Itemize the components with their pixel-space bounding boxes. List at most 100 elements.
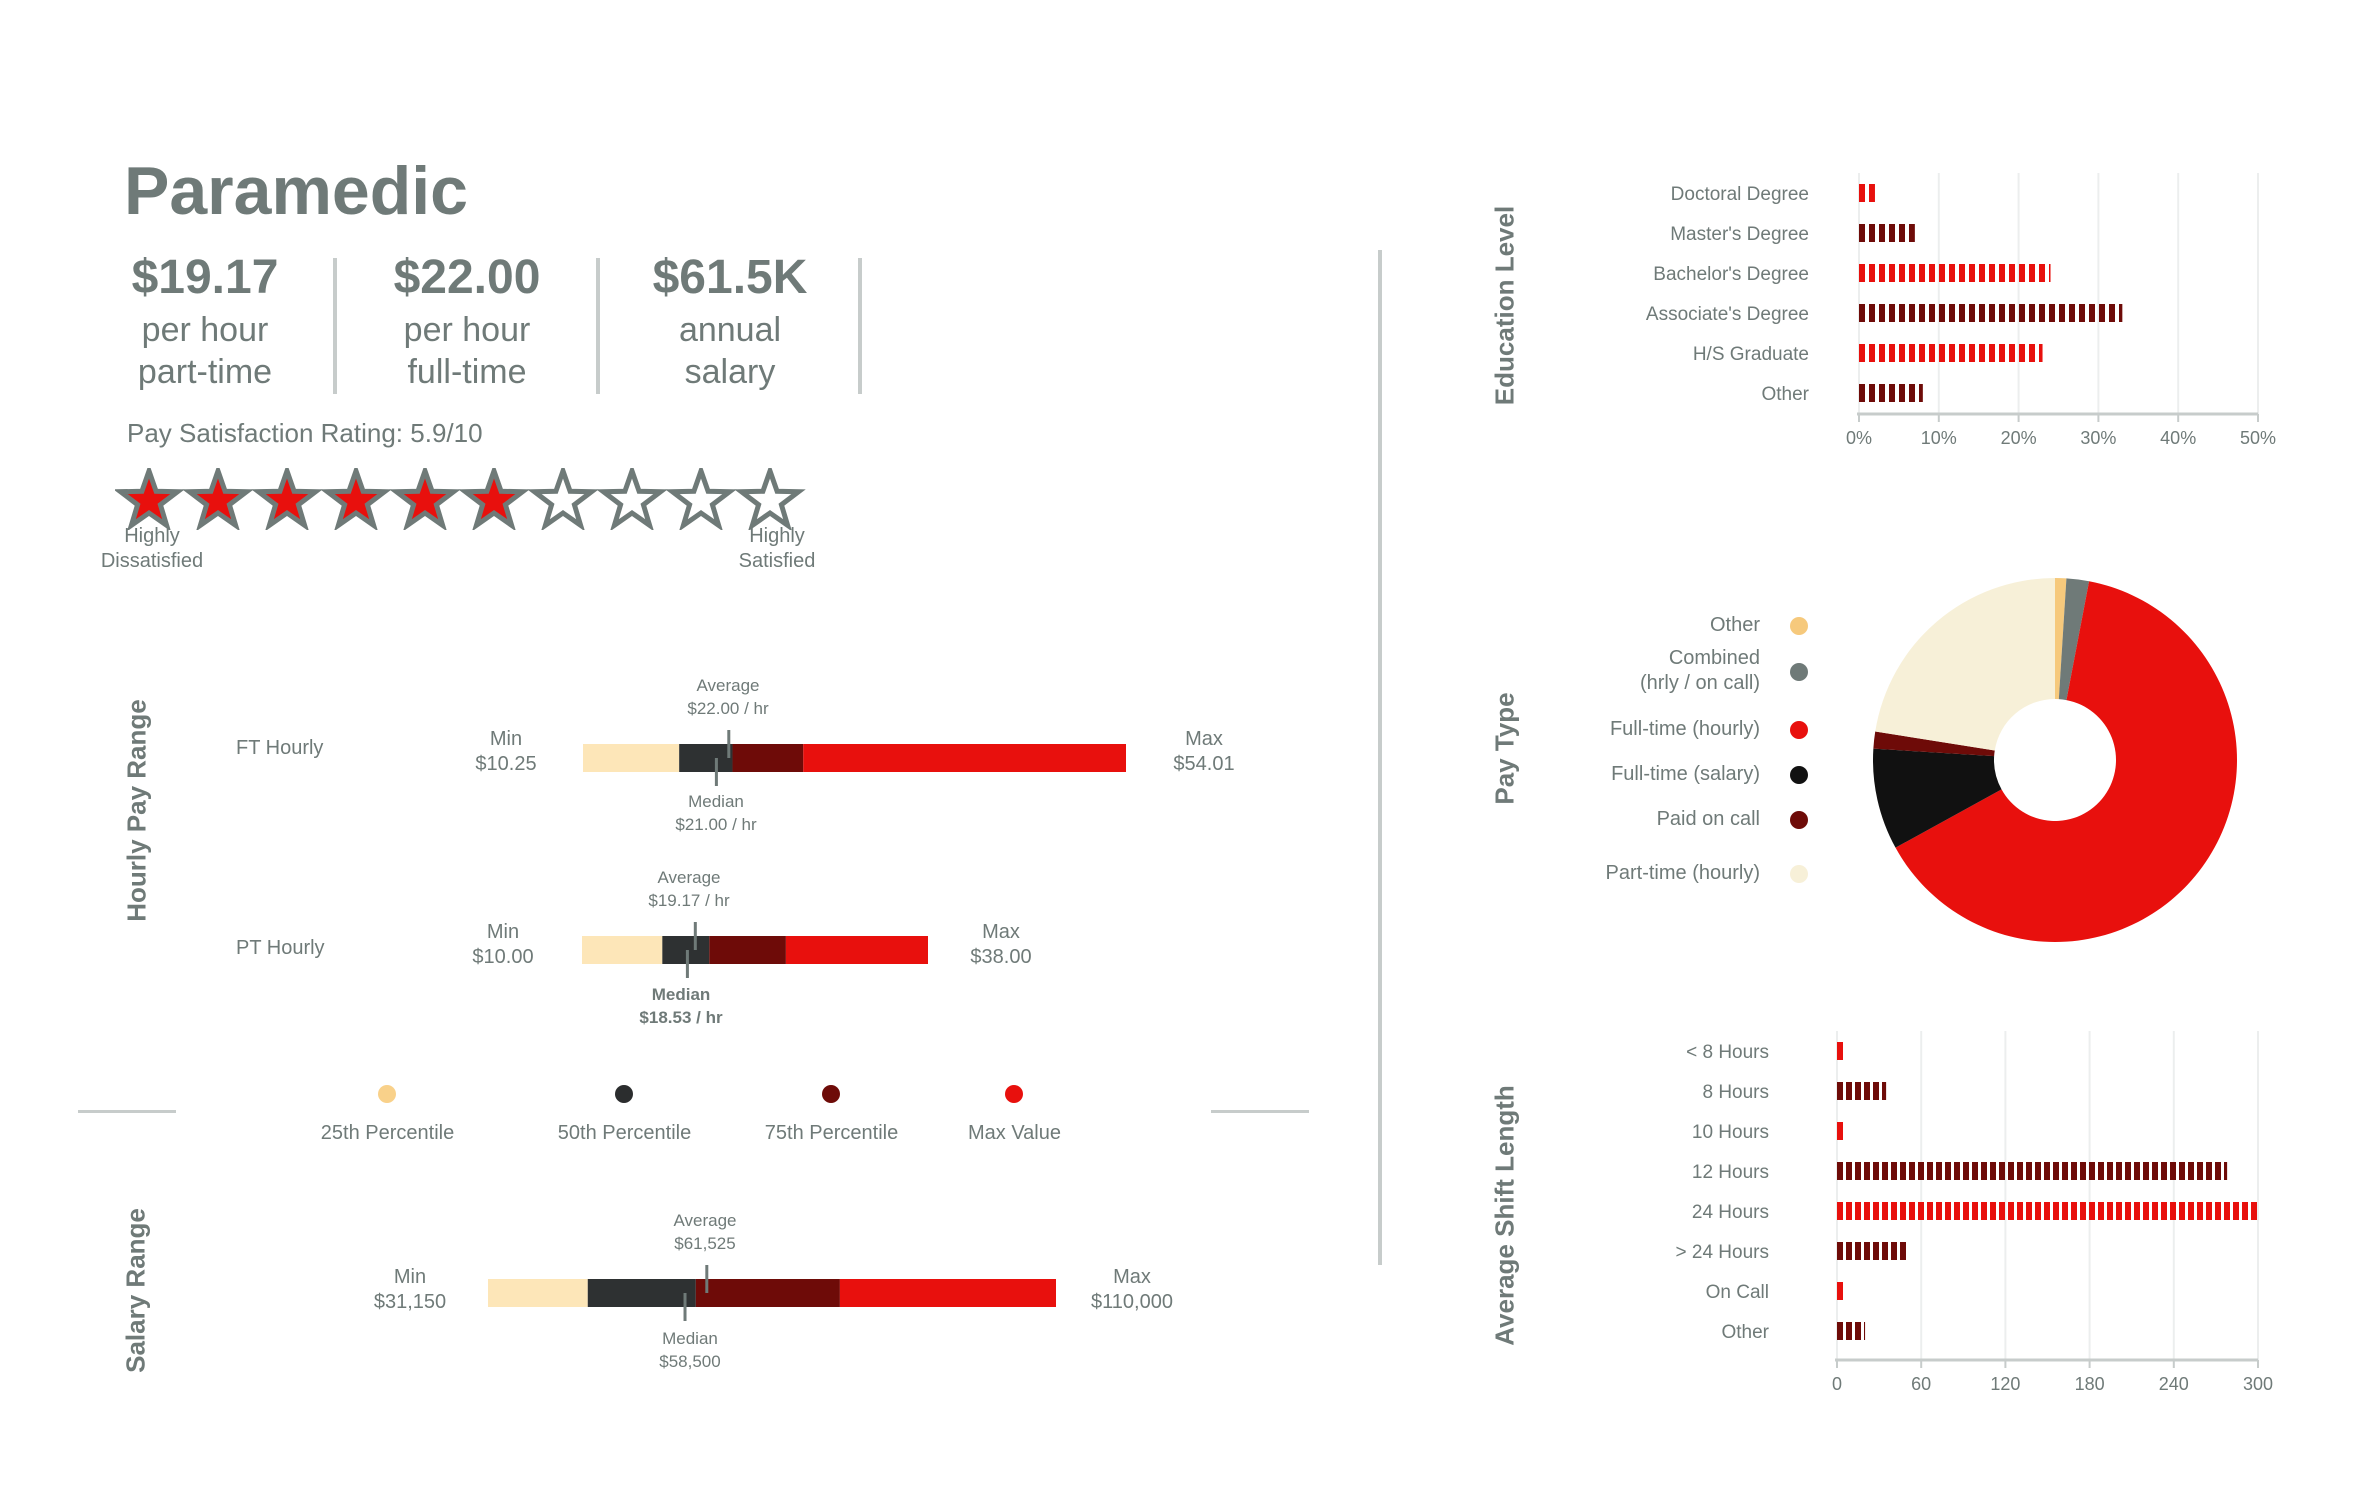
pay-type-legend-label: Paid on call	[1500, 807, 1760, 832]
bar-segment	[1889, 344, 1895, 362]
bar-segment	[2009, 304, 2015, 322]
bar-segment	[1900, 1162, 1906, 1180]
bar-segment	[1873, 1202, 1879, 1220]
bar-segment	[2206, 1202, 2212, 1220]
pt-min-label: Min	[486, 921, 520, 943]
bar-segment	[2109, 304, 2115, 322]
star-filled	[115, 468, 185, 530]
ft-average: Average $22.00 / hr	[658, 674, 798, 720]
education-axis-title: Education Level	[1489, 205, 1520, 406]
bar-segment	[1846, 1162, 1852, 1180]
pt-median-label: Median	[651, 985, 711, 1004]
bar-segment	[1969, 264, 1975, 282]
stat-line2: salary	[684, 353, 776, 391]
legend-dot	[615, 1085, 633, 1103]
legend-label-p50: 50th Percentile	[557, 1122, 692, 1144]
bar-segment	[2188, 1202, 2194, 1220]
rating-stars	[115, 468, 806, 530]
bar-segment	[1864, 1322, 1866, 1340]
salary-max-value: $110,000	[1091, 1291, 1173, 1313]
bar-segment	[2059, 304, 2065, 322]
bar-segment	[1879, 344, 1885, 362]
bar-segment	[2215, 1202, 2221, 1220]
bar-segment	[1859, 384, 1865, 402]
bar-segment	[2224, 1162, 2228, 1180]
star-empty	[734, 468, 806, 530]
bar-segment	[1855, 1162, 1861, 1180]
tick-label: 240	[2159, 1374, 2189, 1394]
pt-avg-label: Average	[657, 868, 721, 887]
stat-annual: $61.5K annual salary	[630, 250, 830, 393]
bar	[1837, 1162, 2228, 1180]
salary-avg-value: $61,525	[674, 1234, 736, 1253]
bar-segment	[2116, 1162, 2122, 1180]
pay-type-legend-line: (hrly / on call)	[1639, 672, 1760, 694]
star-filled	[251, 468, 323, 530]
bar-segment	[1954, 1202, 1960, 1220]
bar-segment	[1899, 384, 1905, 402]
bar-segment	[1939, 344, 1945, 362]
bar-segment	[1879, 304, 1885, 322]
bar-segment	[1869, 224, 1875, 242]
bar-segment	[2062, 1162, 2068, 1180]
pie-slice	[1873, 748, 2002, 848]
bar-segment	[1864, 1082, 1870, 1100]
bar-segment	[2242, 1202, 2248, 1220]
bar	[1859, 384, 1923, 402]
bar-segment	[1949, 344, 1955, 362]
tick-label: 0%	[1846, 428, 1872, 448]
bar-segment	[1837, 1282, 1843, 1300]
bar-segment	[2044, 1202, 2050, 1220]
bar-segment	[1859, 344, 1865, 362]
salary-range-title: Salary Range	[120, 1208, 151, 1373]
pt-hourly-label: PT Hourly	[236, 937, 325, 959]
stat-line2: part-time	[137, 353, 273, 391]
bar-segment	[1900, 1242, 1906, 1260]
bar-segment	[1855, 1082, 1861, 1100]
bar-segment	[2206, 1162, 2212, 1180]
bar-segment	[1869, 264, 1875, 282]
ft-max: Max $54.01	[1154, 727, 1254, 777]
bar-segment	[2035, 1162, 2041, 1180]
legend-rule-right	[1211, 1110, 1309, 1113]
range-segment-p50	[587, 1279, 696, 1307]
pie-slice	[1873, 731, 1995, 757]
pay-satisfaction-rating: Pay Satisfaction Rating: 5.9/10	[127, 418, 483, 448]
bar-segment	[1959, 264, 1965, 282]
stat-line2: full-time	[407, 353, 527, 391]
bar-segment	[1873, 1082, 1879, 1100]
bar-segment	[1989, 304, 1995, 322]
category-label: Other	[1761, 384, 1809, 405]
stat-line1: annual	[678, 311, 782, 349]
rating-low-label-line1: Highly	[124, 525, 180, 547]
bar-segment	[1909, 264, 1915, 282]
pay-type-legend-dot	[1790, 663, 1808, 681]
bar-segment	[1927, 1202, 1933, 1220]
bar-segment	[1949, 304, 1955, 322]
bar-segment	[1919, 304, 1925, 322]
bar-segment	[1873, 1242, 1879, 1260]
bar-segment	[1891, 1162, 1897, 1180]
pay-type-legend-line: Part-time (hourly)	[1605, 862, 1760, 884]
bar-segment	[2125, 1162, 2131, 1180]
range-segment-p25	[582, 936, 663, 964]
bar	[1859, 344, 2043, 362]
category-label: 10 Hours	[1692, 1122, 1769, 1143]
bar-segment	[1919, 344, 1925, 362]
bar-segment	[2143, 1162, 2149, 1180]
pt-max-label: Max	[982, 921, 1020, 943]
bar-segment	[1927, 1162, 1933, 1180]
pay-type-legend-label: Full-time (salary)	[1500, 762, 1760, 787]
education-level-chart: 0% 10% 20% 30% 40% 50% Doctoral Degree Master's…	[1646, 173, 2276, 448]
bar-segment	[1918, 1162, 1924, 1180]
ft-hourly-label: FT Hourly	[236, 737, 324, 759]
bar-segment	[1909, 224, 1915, 242]
tick-label: 180	[2075, 1374, 2105, 1394]
bar-segment	[1936, 1162, 1942, 1180]
bar-segment	[1837, 1082, 1843, 1100]
pay-type-legend-line: Paid on call	[1656, 808, 1760, 830]
legend-dot	[378, 1085, 396, 1103]
bar-segment	[2179, 1202, 2185, 1220]
category-label: Associate's Degree	[1646, 304, 1809, 325]
pt-avg-value: $19.17 / hr	[648, 891, 730, 910]
